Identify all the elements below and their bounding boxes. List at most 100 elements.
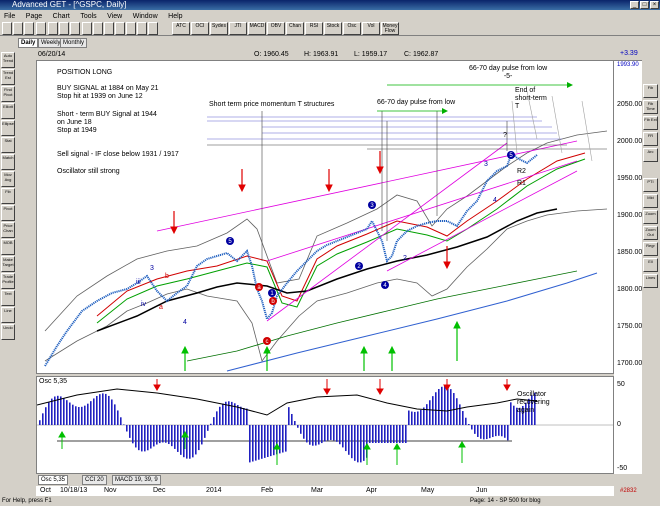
date-axis: Oct 10/18/13 Nov Dec 2014 Feb Mar Apr Ma… [36, 486, 614, 496]
toolbar-atc-button[interactable]: ATC [172, 22, 190, 35]
svg-text:c: c [266, 339, 269, 345]
tab-daily[interactable]: Daily [18, 38, 39, 48]
oscillator-bar [204, 425, 206, 438]
scroll-icon[interactable] [115, 22, 125, 35]
open-file-icon[interactable] [13, 22, 23, 35]
r2-label: R2 [517, 168, 526, 175]
oscillator-bar [99, 394, 101, 425]
date-tick-jun: Jun [476, 487, 488, 494]
date-tick-2014: 2014 [206, 487, 222, 494]
oscillator-bar [174, 425, 176, 449]
tool-fib-time-button[interactable]: Fib Time [643, 100, 658, 114]
toolbar-obv-button[interactable]: OBV [267, 22, 285, 35]
maximize-button[interactable]: □ [640, 1, 649, 9]
tool-zoom-out-button[interactable]: Zoom Out [643, 226, 658, 240]
tool-ellipse-button[interactable]: Ellipse [1, 120, 15, 136]
price-chart[interactable]: 5 a b c 1 2 3 4 5 POSITION LONG BUY SIGN… [36, 60, 614, 374]
oscillator-bar [516, 407, 518, 425]
tool-mov-avg-button[interactable]: Mov Avg [1, 171, 15, 187]
oscillator-panel[interactable]: Osc 5,35 Oscillator recovering again [36, 376, 615, 474]
toolbar-chan-button[interactable]: Chan [286, 22, 304, 35]
tool-fr-button[interactable]: FR [643, 132, 658, 146]
minimize-button[interactable]: _ [630, 1, 639, 9]
tool-regr-button[interactable]: Regr [643, 242, 658, 256]
tool-match-button[interactable]: Match [1, 154, 15, 170]
tool-stat-button[interactable]: Stat [1, 137, 15, 153]
tool-fib-ext-button[interactable]: Fib Ext [643, 116, 658, 130]
paste-icon[interactable] [70, 22, 80, 35]
tab-macd[interactable]: MACD 19, 39, 9 [112, 475, 161, 485]
tool-fib-right-button[interactable]: Fib [643, 84, 658, 98]
menu-chart[interactable]: Chart [52, 13, 70, 20]
close-button[interactable]: × [650, 1, 659, 9]
tab-monthly[interactable]: Monthly [60, 38, 88, 48]
tool-mkt-button[interactable]: Mkt [643, 194, 658, 208]
open-price: O: 1960.45 [254, 51, 289, 58]
toolbar-money-flow-button[interactable]: Money Flow [381, 22, 399, 35]
buy-signal-note: BUY SIGNAL at 1884 on May 21 Stop hit at… [57, 85, 159, 100]
zoom-out-icon[interactable] [93, 22, 103, 35]
tool-make-target-button[interactable]: Make Target [1, 256, 15, 272]
oscillator-bar [69, 402, 71, 425]
toolbar-jti-button[interactable]: JTI [229, 22, 247, 35]
print-icon[interactable] [36, 22, 46, 35]
window-title-bar: Advanced GET - [^GSPC, Daily] _ □ × [0, 0, 660, 10]
toolbar-sydes-button[interactable]: Sydes [210, 22, 228, 35]
menu-file[interactable]: File [4, 13, 16, 20]
oscillator-bar [390, 425, 392, 443]
oscillator-bar [282, 425, 284, 453]
tool-lines-button[interactable]: Lines [643, 274, 658, 288]
menu-page[interactable]: Page [25, 13, 43, 20]
oscillator-bar [396, 425, 398, 443]
tool-ell-button[interactable]: Ell [643, 258, 658, 272]
tool-text-button[interactable]: Text [1, 290, 15, 306]
price-tick-1900: 1900.00 [617, 212, 643, 219]
toolbar-macd-button[interactable]: MACD [248, 22, 266, 35]
oscillator-bar [414, 411, 416, 425]
menu-tools[interactable]: Tools [80, 13, 97, 20]
tool-mob-button[interactable]: MOB [1, 239, 15, 255]
grid-icon[interactable] [137, 22, 147, 35]
oscillator-bar [114, 404, 116, 425]
toolbar-stock-button[interactable]: Stock [324, 22, 342, 35]
tool-fib-button[interactable]: Fib [1, 188, 15, 204]
tool-line-button[interactable]: Line [1, 307, 15, 323]
oscillator-bar [324, 425, 326, 442]
zoom-in-icon[interactable] [82, 22, 92, 35]
copy-icon[interactable] [59, 22, 69, 35]
oscillator-bar [333, 425, 335, 441]
oscillator-bar [237, 405, 239, 425]
tool-price-chan-button[interactable]: Price Chan [1, 222, 15, 238]
menu-help[interactable]: Help [168, 13, 183, 20]
toolbar-osc-button[interactable]: Osc [343, 22, 361, 35]
status-page: Page: 14 - SP 500 for blog [470, 498, 541, 504]
settings-icon[interactable] [148, 22, 158, 35]
toolbar-oci-button[interactable]: OCI [191, 22, 209, 35]
oscillator-bar [156, 425, 158, 445]
price-bars [44, 151, 538, 367]
tool-zoom-button[interactable]: Zoom [643, 210, 658, 224]
tool-undo-button[interactable]: Undo [1, 324, 15, 340]
refresh-icon[interactable] [126, 22, 136, 35]
tab-osc[interactable]: Osc 5,35 [38, 475, 69, 485]
date-tick-apr: Apr [366, 487, 377, 494]
oscillator-bar [96, 395, 98, 425]
momentum-structures-note: Short term price momentum T structures [209, 101, 335, 108]
tool-trend-est-button[interactable]: Trend Est [1, 69, 15, 85]
toolbar-rsi-button[interactable]: RSI [305, 22, 323, 35]
menu-view[interactable]: View [107, 13, 123, 20]
tool-trade-profile-button[interactable]: Trade Profile [1, 273, 15, 289]
chart-icon[interactable] [104, 22, 114, 35]
tool-arc-button[interactable]: Arc [643, 148, 658, 162]
cut-icon[interactable] [48, 22, 58, 35]
tool-find-pivot-button[interactable]: Find Pivot [1, 86, 15, 102]
save-icon[interactable] [24, 22, 34, 35]
toolbar-vol-button[interactable]: Vol [362, 22, 380, 35]
tool-auto-trend-button[interactable]: Auto Trend [1, 52, 15, 68]
menu-window[interactable]: Window [132, 13, 158, 20]
tool-elliott-button[interactable]: Elliott [1, 103, 15, 119]
tool-pti-button[interactable]: PTI [643, 178, 658, 192]
tool-pivot-button[interactable]: Pivot [1, 205, 15, 221]
tab-cci[interactable]: CCI 20 [82, 475, 107, 485]
new-file-icon[interactable] [2, 22, 12, 35]
